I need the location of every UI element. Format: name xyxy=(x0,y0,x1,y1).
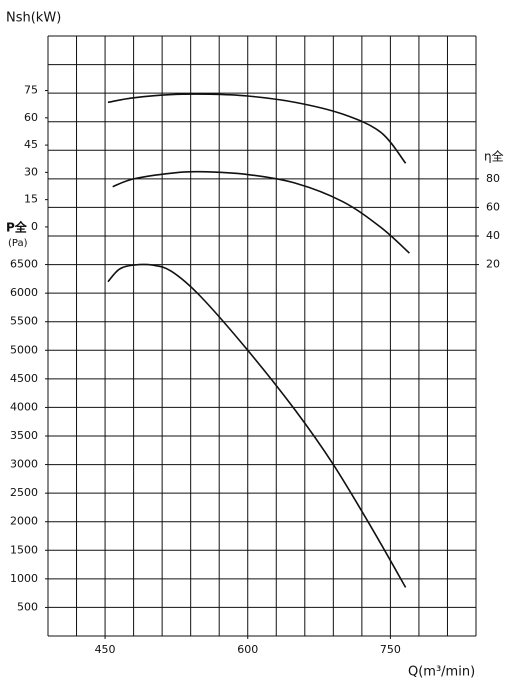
y-tick-label: 2500 xyxy=(10,486,38,499)
x-axis-title: Q(m³/min) xyxy=(408,665,475,680)
x-tick-label: 600 xyxy=(237,643,258,656)
y2-tick-label: 60 xyxy=(486,200,500,213)
y-tick-label: 4500 xyxy=(10,372,38,385)
y-tick-label: 5500 xyxy=(10,315,38,328)
x-tick-label: 750 xyxy=(380,643,401,656)
curve xyxy=(112,170,410,254)
y-tick-label: 1500 xyxy=(10,543,38,556)
y-tick-label: 6000 xyxy=(10,286,38,299)
y-tick-label: 3000 xyxy=(10,458,38,471)
y3-axis-title: Nsh(kW) xyxy=(6,11,61,26)
y-tick-label: 2000 xyxy=(10,515,38,528)
y3-tick-label: 60 xyxy=(24,111,38,124)
y-tick-label: 3500 xyxy=(10,429,38,442)
y2-tick-label: 80 xyxy=(486,172,500,185)
y3-tick-label: 0 xyxy=(31,220,38,233)
y2-tick-label: 40 xyxy=(486,229,500,242)
y3-tick-label: 75 xyxy=(24,84,38,97)
y-axis-unit: (Pa) xyxy=(8,238,28,249)
curve xyxy=(107,263,407,588)
y2-axis-title: η全 xyxy=(484,149,504,164)
y2-tick-label: 20 xyxy=(486,258,500,271)
y3-tick-label: 15 xyxy=(24,193,38,206)
y3-tick-label: 45 xyxy=(24,138,38,151)
y-tick-label: 4000 xyxy=(10,400,38,413)
y-tick-label: 5000 xyxy=(10,343,38,356)
y-tick-label: 1000 xyxy=(10,572,38,585)
x-tick-label: 450 xyxy=(95,643,116,656)
curve xyxy=(107,93,407,164)
y-axis-title: P全 xyxy=(6,220,28,235)
y3-tick-label: 30 xyxy=(24,165,38,178)
y-tick-label: 6500 xyxy=(10,258,38,271)
y-tick-label: 500 xyxy=(17,600,38,613)
